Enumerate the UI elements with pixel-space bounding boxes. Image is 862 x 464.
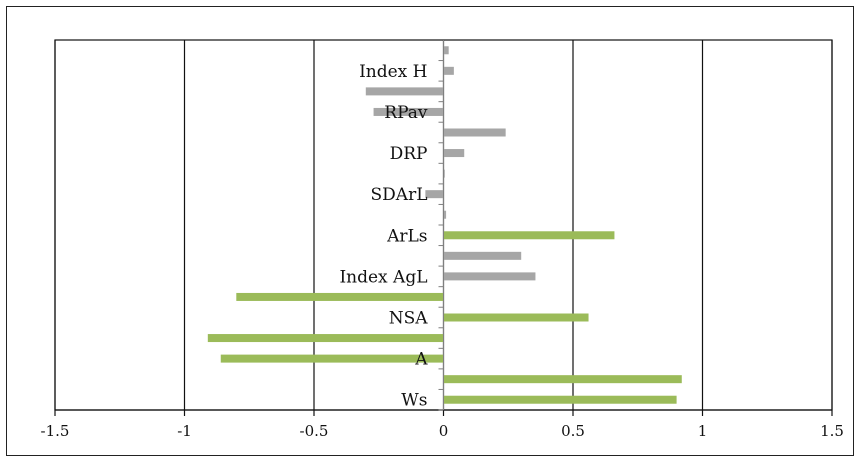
category-label: Index AgL xyxy=(339,267,427,287)
bar xyxy=(443,272,536,281)
x-tick-label: -0.5 xyxy=(300,422,329,440)
x-tick-label: 1.5 xyxy=(820,422,844,440)
chart-frame xyxy=(6,6,854,456)
category-label: ArLs xyxy=(386,226,427,246)
x-tick-label: 0.5 xyxy=(561,422,585,440)
bar xyxy=(443,128,506,137)
axes xyxy=(54,40,833,416)
bar xyxy=(443,313,589,322)
category-label: SDArL xyxy=(371,185,428,205)
category-label: Ws xyxy=(401,391,427,411)
category-label: Index H xyxy=(359,62,427,82)
bar xyxy=(365,87,444,96)
bar xyxy=(443,375,682,384)
bar xyxy=(443,149,465,158)
bar xyxy=(443,46,449,55)
bar xyxy=(443,251,522,260)
x-tick-labels: -1.5 -1 -0.5 0 0.5 1 1.5 xyxy=(41,422,844,440)
x-tick-label: 0 xyxy=(439,422,449,440)
category-label: NSA xyxy=(389,309,429,329)
bar xyxy=(373,107,444,116)
category-labels: Ws A NSA Index AgL ArLs SDArL DRP RPav Index H xyxy=(339,62,428,411)
category-label: RPav xyxy=(384,103,428,123)
x-tick-label: 1 xyxy=(698,422,708,440)
bar xyxy=(220,354,444,363)
bar xyxy=(443,395,677,404)
x-tick-label: -1.5 xyxy=(41,422,70,440)
category-label: DRP xyxy=(390,144,428,164)
category-label: A xyxy=(414,350,428,370)
bar xyxy=(207,334,444,343)
bars xyxy=(207,46,682,404)
bar xyxy=(443,231,615,240)
x-tick-label: -1 xyxy=(177,422,192,440)
bar xyxy=(425,190,444,199)
bar xyxy=(443,210,447,219)
bar xyxy=(236,292,444,301)
bar xyxy=(443,169,445,178)
bar xyxy=(443,66,454,75)
